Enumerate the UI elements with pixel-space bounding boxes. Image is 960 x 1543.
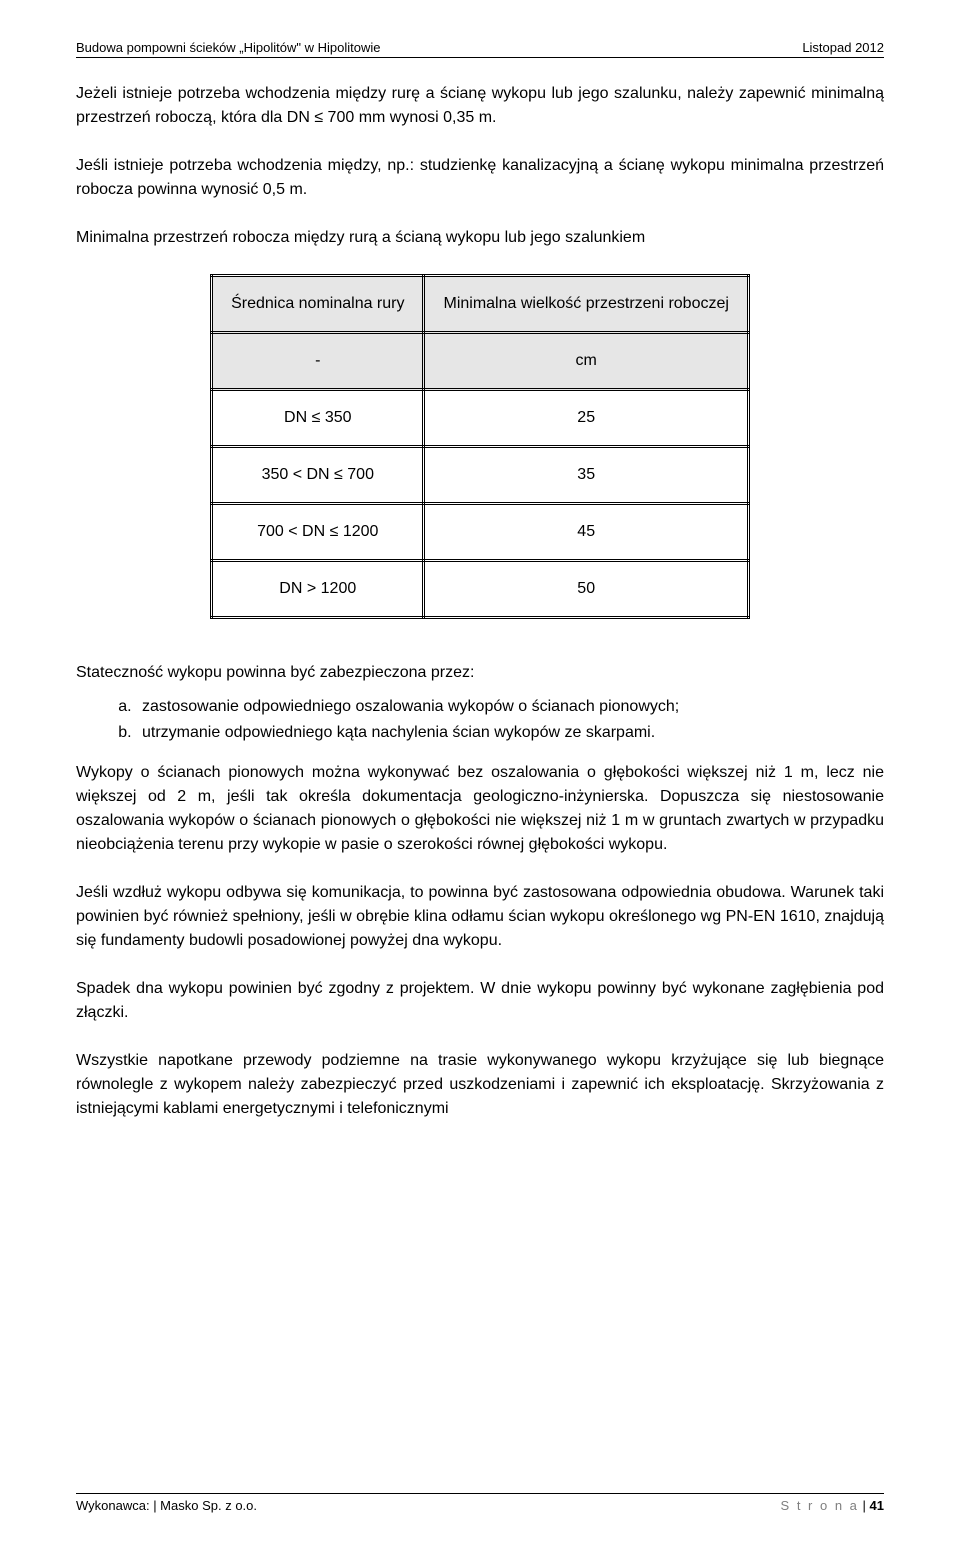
alpha-list: zastosowanie odpowiedniego oszalowania w…	[76, 695, 884, 745]
table-cell-right: 50	[424, 561, 748, 618]
table-header-row: Średnica nominalna rury Minimalna wielko…	[212, 276, 749, 333]
page-sep: |	[859, 1498, 870, 1513]
table-cell-right: 25	[424, 390, 748, 447]
header-left: Budowa pompowni ścieków „Hipolitów" w Hi…	[76, 40, 380, 55]
paragraph-3-table-caption: Minimalna przestrzeń robocza między rurą…	[76, 226, 884, 250]
paragraph-5: Jeśli wzdłuż wykopu odbywa się komunikac…	[76, 881, 884, 953]
table-unit-right: cm	[424, 333, 748, 390]
table-row: DN ≤ 350 25	[212, 390, 749, 447]
page-number: 41	[870, 1498, 884, 1513]
page-header: Budowa pompowni ścieków „Hipolitów" w Hi…	[76, 40, 884, 58]
paragraph-2: Jeśli istnieje potrzeba wchodzenia międz…	[76, 154, 884, 202]
page-footer: Wykonawca: | Masko Sp. z o.o. S t r o n …	[76, 1493, 884, 1513]
list-intro: Stateczność wykopu powinna być zabezpiec…	[76, 661, 884, 685]
clearance-table: Średnica nominalna rury Minimalna wielko…	[210, 274, 750, 619]
page: Budowa pompowni ścieków „Hipolitów" w Hi…	[0, 0, 960, 1543]
header-right: Listopad 2012	[802, 40, 884, 55]
table-wrapper: Średnica nominalna rury Minimalna wielko…	[76, 274, 884, 619]
table-row: 350 < DN ≤ 700 35	[212, 447, 749, 504]
table-cell-left: DN ≤ 350	[212, 390, 424, 447]
page-label: S t r o n a	[781, 1498, 859, 1513]
table-cell-left: 350 < DN ≤ 700	[212, 447, 424, 504]
table-unit-left: -	[212, 333, 424, 390]
table-row: DN > 1200 50	[212, 561, 749, 618]
table-unit-row: - cm	[212, 333, 749, 390]
table-header-right: Minimalna wielkość przestrzeni roboczej	[424, 276, 748, 333]
paragraph-1: Jeżeli istnieje potrzeba wchodzenia międ…	[76, 82, 884, 130]
table-cell-left: 700 < DN ≤ 1200	[212, 504, 424, 561]
paragraph-4: Wykopy o ścianach pionowych można wykony…	[76, 761, 884, 857]
table-cell-right: 35	[424, 447, 748, 504]
table-header-left: Średnica nominalna rury	[212, 276, 424, 333]
footer-left: Wykonawca: | Masko Sp. z o.o.	[76, 1498, 257, 1513]
list-item: zastosowanie odpowiedniego oszalowania w…	[136, 695, 884, 719]
list-item: utrzymanie odpowiedniego kąta nachylenia…	[136, 721, 884, 745]
paragraph-6: Spadek dna wykopu powinien być zgodny z …	[76, 977, 884, 1025]
table-cell-left: DN > 1200	[212, 561, 424, 618]
table-row: 700 < DN ≤ 1200 45	[212, 504, 749, 561]
table-cell-right: 45	[424, 504, 748, 561]
paragraph-7: Wszystkie napotkane przewody podziemne n…	[76, 1049, 884, 1121]
footer-right: S t r o n a | 41	[781, 1498, 884, 1513]
